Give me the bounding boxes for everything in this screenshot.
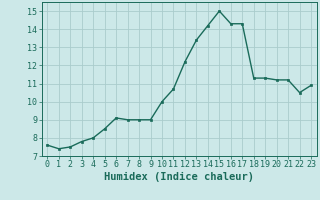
X-axis label: Humidex (Indice chaleur): Humidex (Indice chaleur)	[104, 172, 254, 182]
